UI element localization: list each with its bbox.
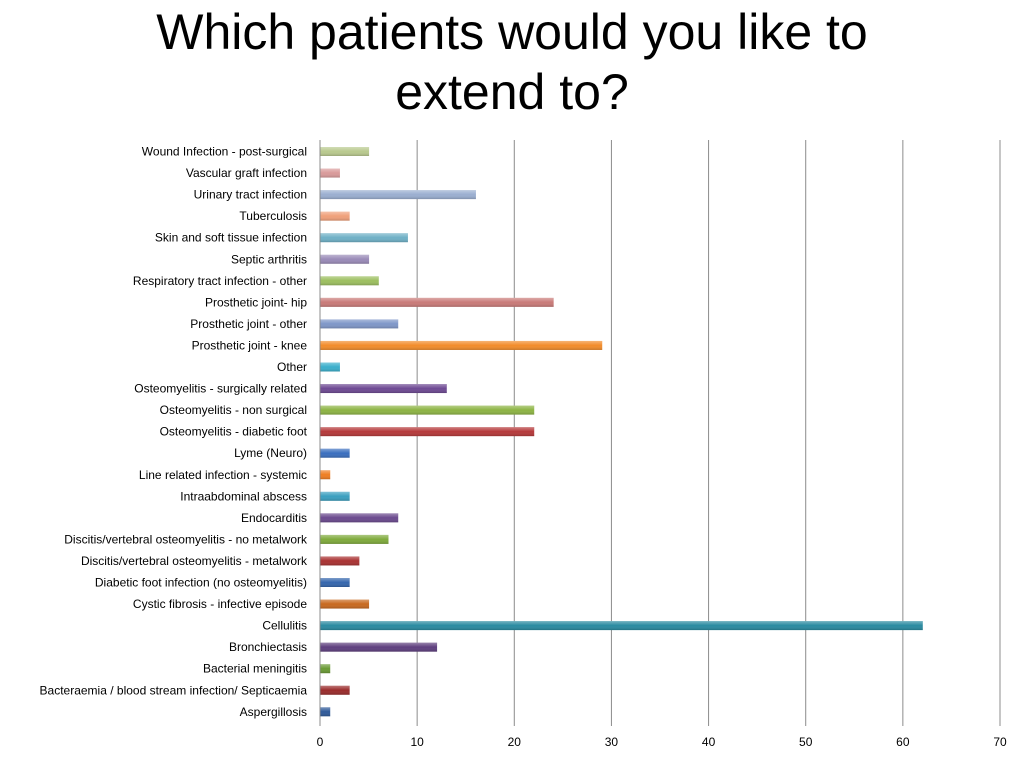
bar: [320, 513, 399, 523]
category-label: Bacterial meningitis: [203, 662, 307, 676]
category-label: Discitis/vertebral osteomyelitis - metal…: [81, 554, 308, 568]
bar: [320, 470, 331, 480]
category-label: Urinary tract infection: [194, 188, 307, 202]
category-label: Respiratory tract infection - other: [133, 274, 307, 288]
category-label: Tuberculosis: [239, 209, 307, 223]
category-label: Bacteraemia / blood stream infection/ Se…: [40, 683, 308, 697]
category-label: Cystic fibrosis - infective episode: [133, 597, 307, 611]
category-label: Septic arthritis: [231, 252, 307, 266]
bar: [320, 491, 350, 501]
category-label: Other: [277, 360, 307, 374]
bar: [320, 233, 408, 243]
x-tick-label: 40: [702, 735, 716, 749]
chart-title-line-1: Which patients would you like to: [156, 4, 868, 60]
bar: [320, 168, 340, 178]
bar: [320, 685, 350, 695]
bar: [320, 534, 389, 544]
bar: [320, 642, 438, 652]
category-label: Skin and soft tissue infection: [155, 231, 307, 245]
bar: [320, 190, 476, 200]
category-label: Osteomyelitis - surgically related: [134, 382, 307, 396]
bar: [320, 621, 923, 631]
bar: [320, 384, 447, 394]
category-label: Line related infection - systemic: [139, 468, 307, 482]
bars: [320, 147, 923, 717]
category-label: Endocarditis: [241, 511, 307, 525]
bar: [320, 599, 370, 609]
bar: [320, 276, 379, 286]
bar: [320, 556, 360, 566]
bar: [320, 427, 535, 437]
category-label: Wound Infection - post-surgical: [142, 145, 307, 159]
category-label: Osteomyelitis - non surgical: [160, 403, 307, 417]
category-label: Prosthetic joint - knee: [192, 338, 308, 352]
category-label: Osteomyelitis - diabetic foot: [160, 425, 308, 439]
bar: [320, 664, 331, 674]
category-label: Intraabdominal abscess: [180, 489, 307, 503]
x-tick-label: 30: [605, 735, 619, 749]
bar: [320, 297, 554, 307]
x-tick-label: 70: [993, 735, 1007, 749]
x-tick-labels: 0 10 20 30 40 50 60 70: [317, 735, 1007, 749]
category-label: Diabetic foot infection (no osteomyeliti…: [95, 576, 307, 590]
bar: [320, 319, 399, 329]
bar: [320, 405, 535, 415]
bar: [320, 211, 350, 221]
chart-title: Which patients would you like to extend …: [0, 2, 1024, 122]
x-tick-label: 20: [508, 735, 522, 749]
category-label: Discitis/vertebral osteomyelitis - no me…: [64, 532, 308, 546]
chart-title-line-2: extend to?: [395, 64, 629, 120]
bar: [320, 448, 350, 458]
category-label: Bronchiectasis: [229, 640, 307, 654]
bar: [320, 340, 603, 350]
category-labels: Wound Infection - post-surgical Vascular …: [40, 145, 308, 719]
category-label: Prosthetic joint- hip: [205, 295, 307, 309]
category-label: Lyme (Neuro): [234, 446, 307, 460]
x-tick-label: 60: [896, 735, 910, 749]
bar: [320, 707, 331, 717]
bar: [320, 254, 370, 264]
x-tick-label: 10: [410, 735, 424, 749]
category-label: Vascular graft infection: [186, 166, 307, 180]
category-label: Aspergillosis: [240, 705, 307, 719]
bar: [320, 362, 340, 372]
x-tick-label: 0: [317, 735, 324, 749]
category-label: Cellulitis: [262, 619, 307, 633]
x-tick-label: 50: [799, 735, 813, 749]
bar: [320, 578, 350, 587]
bar: [320, 147, 370, 156]
category-label: Prosthetic joint - other: [190, 317, 307, 331]
